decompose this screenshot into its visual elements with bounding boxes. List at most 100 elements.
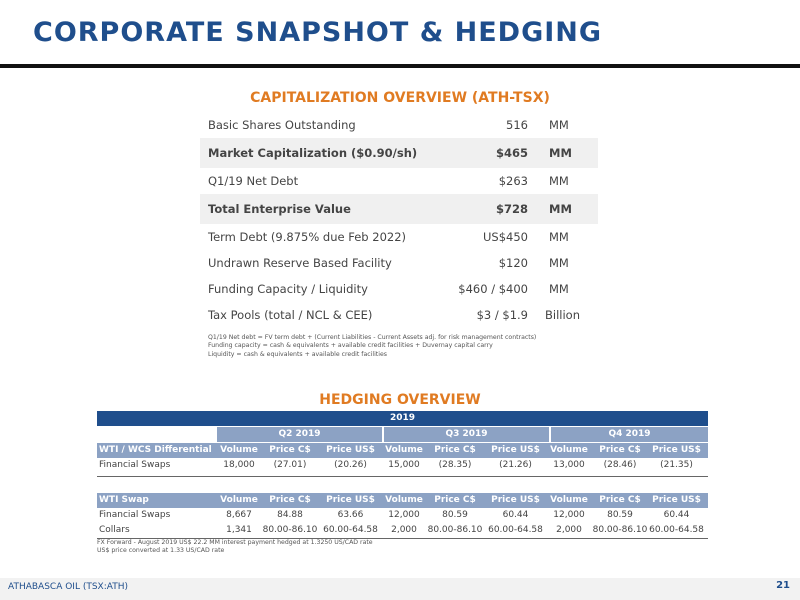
cell: (20.26) [334,460,367,470]
cell: 2,000 [556,525,582,535]
footnote: Q1/19 Net debt = FV term debt + (Current… [208,334,537,341]
capitalization-table: Basic Shares Outstanding 516 MM Market C… [200,112,598,328]
column-header: Price C$ [599,495,641,505]
footer-bar [0,578,800,600]
cell: 80.00-86.10 [427,525,483,535]
quarter-label: Q4 2019 [551,427,708,442]
hedging-table: 2019 Q2 2019 Q3 2019 Q4 2019 WTI / WCS D… [97,411,708,539]
cap-label: Undrawn Reserve Based Facility [208,256,392,270]
cap-value: $465 [495,146,528,160]
cap-unit: MM [549,202,572,216]
footnote: Funding capacity = cash & equivalents + … [208,342,493,350]
footer-company: ATHABASCA OIL (TSX:ATH) [8,582,128,592]
quarter-header-row: Q2 2019 Q3 2019 Q4 2019 [97,427,708,442]
cell: (27.01) [273,460,307,470]
title-divider [0,64,800,68]
table-row: Financial Swaps 8,667 84.88 63.66 12,000… [97,508,708,523]
row-label: Financial Swaps [99,460,171,470]
cell: 60.00-64.58 [323,525,378,535]
column-header: Price C$ [434,445,476,455]
column-header: Volume [220,495,258,505]
cell: 60.00-64.58 [488,525,543,535]
cap-value: $3 / $1.9 [476,308,528,322]
column-header: Price US$ [652,495,701,505]
cell: 1,341 [226,525,252,535]
section-header-row: WTI Swap Volume Price C$ Price US$ Volum… [97,493,708,508]
cell: 80.59 [442,510,468,520]
section-header-row: WTI / WCS Differential Volume Price C$ P… [97,443,708,458]
quarter-blank [97,427,217,442]
cell: 8,667 [226,510,252,520]
cap-row: Market Capitalization ($0.90/sh) $465 MM [200,138,598,168]
cap-row: Total Enterprise Value $728 MM [200,194,598,224]
column-header: Price C$ [434,495,476,505]
footnote: FX Forward - August 2019 US$ 22.2 MM int… [97,539,373,546]
cell: 12,000 [553,510,585,520]
cap-unit: MM [549,256,569,270]
column-header: Price US$ [652,445,701,455]
quarter-spacer [382,427,384,442]
column-header: Volume [385,495,423,505]
column-header: Price US$ [326,495,375,505]
cell: 18,000 [223,460,255,470]
row-label: Financial Swaps [99,510,171,520]
table-row: Collars 1,341 80.00-86.10 60.00-64.58 2,… [97,523,708,539]
cell: 63.66 [337,510,364,520]
cap-label: Funding Capacity / Liquidity [208,282,368,296]
column-header: Price US$ [326,445,375,455]
quarter-label: Q2 2019 [217,427,382,442]
section-header: WTI / WCS Differential [99,445,212,455]
footnote: Liquidity = cash & equivalents + availab… [208,350,387,358]
cap-unit: MM [549,230,569,244]
cell: 84.88 [277,510,303,520]
cap-value: $263 [498,174,528,188]
cell: 2,000 [391,525,417,535]
cap-label: Tax Pools (total / NCL & CEE) [208,308,373,322]
cell: (21.35) [660,460,693,470]
cap-value: $120 [498,256,528,270]
footnote: US$ price converted at 1.33 US/CAD rate [97,547,225,555]
cell: 15,000 [388,460,420,470]
column-header: Volume [550,495,588,505]
cell: 80.59 [607,510,633,520]
cap-unit: MM [549,282,569,296]
cap-label: Total Enterprise Value [208,202,351,216]
cell: (28.35) [438,460,472,470]
hedging-footnotes: FX Forward - August 2019 US$ 22.2 MM int… [97,539,373,556]
page-number: 21 [776,580,790,591]
hedging-heading: HEDGING OVERVIEW [319,392,481,408]
year-label: 2019 [389,413,416,423]
column-header: Volume [385,445,423,455]
cap-unit: MM [549,118,569,132]
cap-label: Basic Shares Outstanding [208,118,356,132]
page-title: CORPORATE SNAPSHOT & HEDGING [33,17,603,48]
section-header: WTI Swap [99,495,149,505]
cell: 80.00-86.10 [262,525,318,535]
cap-value: US$450 [483,230,528,244]
cell: (28.46) [603,460,637,470]
quarter-label: Q3 2019 [384,427,549,442]
cell: 60.44 [502,510,529,520]
column-header: Price C$ [599,445,641,455]
cap-value: $460 / $400 [458,282,528,296]
column-header: Volume [220,445,258,455]
column-header: Price C$ [269,445,311,455]
column-header: Price US$ [491,495,540,505]
cell: 13,000 [553,460,585,470]
quarter-spacer [549,427,551,442]
cap-row: Basic Shares Outstanding 516 MM [200,112,598,138]
cap-row: Undrawn Reserve Based Facility $120 MM [200,250,598,276]
cap-row: Tax Pools (total / NCL & CEE) $3 / $1.9 … [200,302,598,328]
cap-value: 516 [506,118,528,132]
cap-label: Q1/19 Net Debt [208,174,299,188]
cap-unit: MM [549,146,572,160]
cell: 80.00-86.10 [592,525,648,535]
cap-row: Q1/19 Net Debt $263 MM [200,168,598,194]
cell: 12,000 [388,510,420,520]
cap-value: $728 [495,202,528,216]
cell: 60.00-64.58 [649,525,704,535]
column-header: Volume [550,445,588,455]
capitalization-heading: CAPITALIZATION OVERVIEW (ATH-TSX) [250,90,550,106]
cap-row: Funding Capacity / Liquidity $460 / $400… [200,276,598,302]
cap-unit: MM [549,174,569,188]
